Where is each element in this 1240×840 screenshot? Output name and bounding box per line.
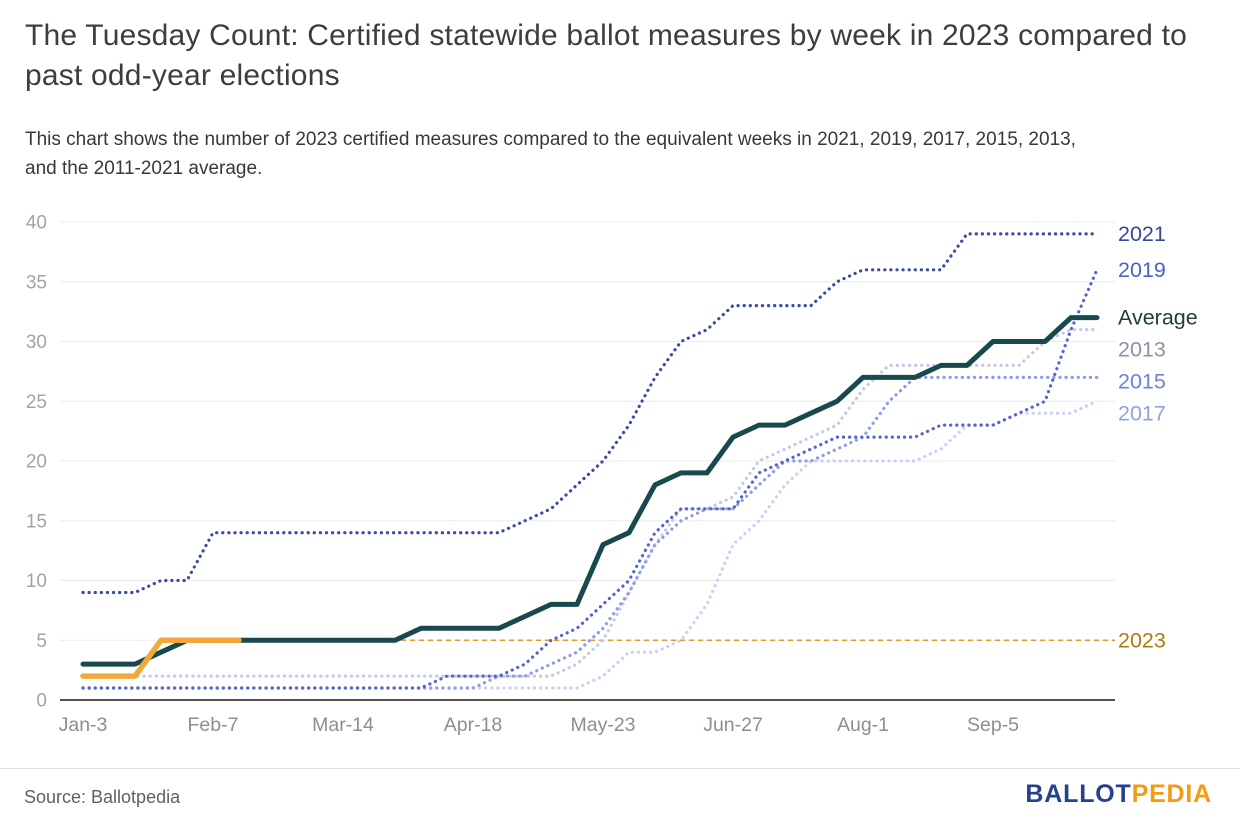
y-tick-label: 35 <box>26 272 47 293</box>
y-tick-label: 20 <box>26 452 47 473</box>
logo-ballot: BALLOT <box>1025 780 1132 808</box>
logo-pedia: PEDIA <box>1131 780 1212 808</box>
series-line-2017 <box>81 399 1099 690</box>
x-tick-label: Apr-18 <box>444 714 503 736</box>
series-line-2013 <box>81 328 1099 678</box>
series-line-2023 <box>80 637 242 679</box>
x-tick-label: Jun-27 <box>703 714 763 736</box>
x-tick-label: Sep-5 <box>967 714 1019 736</box>
x-tick-label: Feb-7 <box>188 714 239 736</box>
source-text: Source: Ballotpedia <box>24 787 181 807</box>
series-label-2017: 2017 <box>1118 402 1166 426</box>
chart-subtitle: This chart shows the number of 2023 cert… <box>25 129 1076 179</box>
series-label-2013: 2013 <box>1118 338 1166 362</box>
y-tick-label: 15 <box>26 511 47 532</box>
series-label-average: Average <box>1118 306 1198 330</box>
y-tick-label: 5 <box>36 631 47 652</box>
y-tick-label: 10 <box>26 571 47 592</box>
x-tick-label: May-23 <box>570 714 635 736</box>
y-tick-label: 25 <box>26 392 47 413</box>
chart-title: The Tuesday Count: Certified statewide b… <box>25 19 1188 92</box>
x-tick-label: Mar-14 <box>312 714 374 736</box>
series-line-2021 <box>81 232 1099 595</box>
series-line-average <box>80 315 1100 667</box>
series-label-2015: 2015 <box>1118 370 1166 394</box>
series-label-2021: 2021 <box>1118 222 1166 246</box>
series-line-2019 <box>81 268 1099 690</box>
series-label-2023: 2023 <box>1118 628 1166 652</box>
y-tick-label: 40 <box>26 213 47 234</box>
y-tick-label: 0 <box>36 691 47 712</box>
x-tick-label: Aug-1 <box>837 714 889 736</box>
series-line-2015 <box>81 375 1099 690</box>
y-tick-label: 30 <box>26 332 47 353</box>
x-tick-label: Jan-3 <box>59 714 108 736</box>
footer-divider <box>0 768 1240 769</box>
ballotpedia-logo: BALLOTPEDIA <box>1025 780 1212 809</box>
series-label-2019: 2019 <box>1118 258 1166 282</box>
